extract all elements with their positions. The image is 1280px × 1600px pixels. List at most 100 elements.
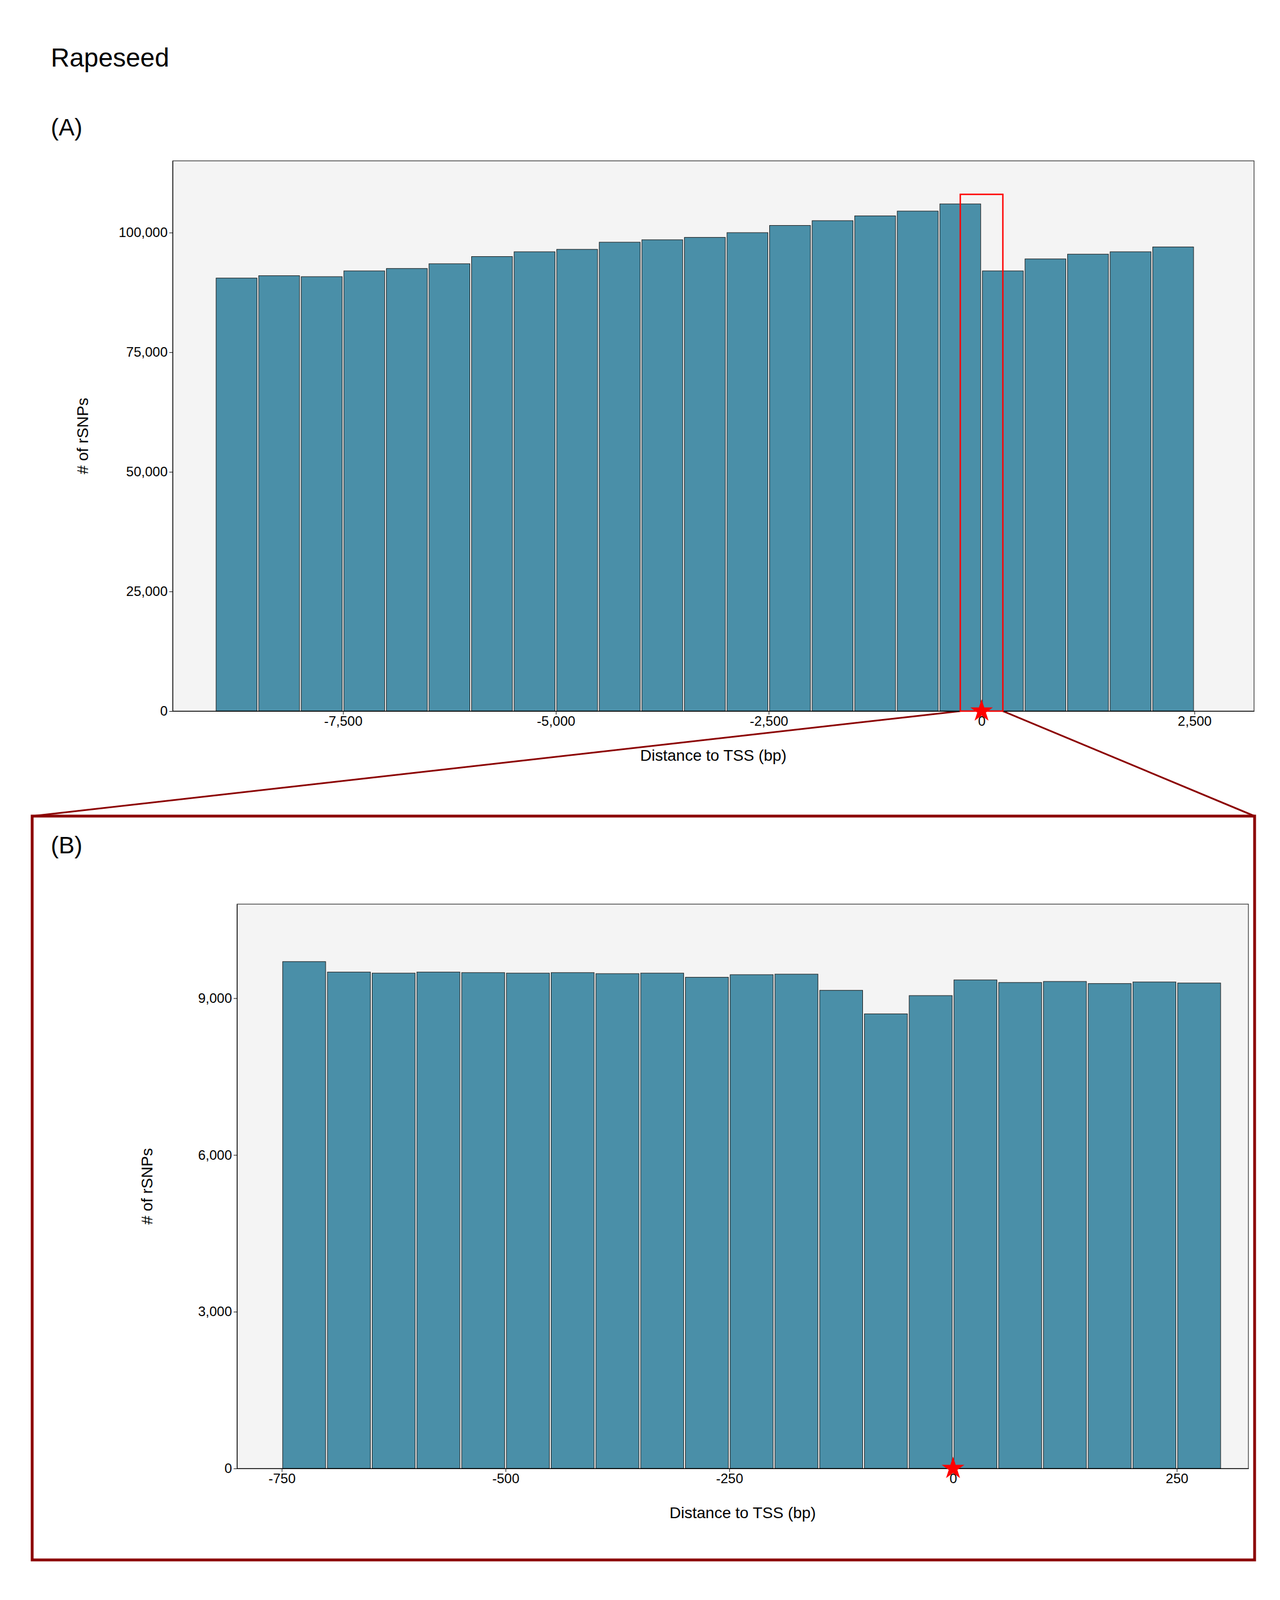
bar <box>953 979 997 1469</box>
tick-label: 25,000 <box>126 583 168 599</box>
bar <box>1132 982 1176 1469</box>
bar <box>371 972 415 1469</box>
tick-label: -5,000 <box>536 713 576 729</box>
bar <box>864 1013 908 1469</box>
bar <box>774 974 818 1469</box>
panel: -750 -500 -250 0 250 0 3,000 6,000 9,000 Distance… <box>138 904 1249 1522</box>
tick: 0 <box>224 1460 238 1476</box>
bar <box>641 239 683 712</box>
bar <box>343 270 385 712</box>
bar <box>769 225 811 712</box>
tick-mark <box>169 471 173 473</box>
axis-line <box>173 711 1255 712</box>
bars <box>282 961 1221 1469</box>
bar <box>327 971 371 1469</box>
bar <box>909 995 953 1469</box>
tick-label: -750 <box>268 1470 296 1486</box>
tick-mark <box>233 1154 238 1156</box>
tick: 3,000 <box>198 1303 238 1319</box>
tick-label: 6,000 <box>198 1147 232 1163</box>
tick-label: -500 <box>492 1470 520 1486</box>
tick-label: 75,000 <box>126 344 168 360</box>
tick-label: 3,000 <box>198 1303 232 1319</box>
tick: 9,000 <box>198 990 238 1006</box>
bar <box>506 972 550 1469</box>
zoom-connectors <box>32 711 1255 817</box>
bar <box>854 216 896 712</box>
figure: Rapeseed (A) -7,500 -5,000 -2,500 0 2,500 0 25,0… <box>0 0 1280 1600</box>
tick-label: 0 <box>224 1460 232 1476</box>
bar <box>1088 983 1132 1469</box>
bar <box>1177 983 1221 1469</box>
bar <box>417 971 460 1469</box>
tick: -5,000 <box>536 711 576 729</box>
bar <box>1152 247 1194 712</box>
zoom-panel-frame <box>32 816 1255 1560</box>
bar <box>514 251 555 712</box>
plot-background <box>172 160 1255 712</box>
plot-frame <box>172 160 1255 712</box>
bar <box>386 268 428 712</box>
x-axis-label: Distance to TSS (bp) <box>640 746 787 765</box>
tick: 50,000 <box>126 463 173 480</box>
x-axis-label: Distance to TSS (bp) <box>669 1504 816 1522</box>
tick-label: 2,500 <box>1177 713 1212 729</box>
bar <box>730 974 774 1469</box>
panel-label: (B) <box>50 831 83 859</box>
tick-label: -250 <box>716 1470 744 1486</box>
tick-label: -7,500 <box>323 713 363 729</box>
bar <box>551 972 595 1469</box>
y-axis-label: # of rSNPs <box>138 1147 156 1225</box>
bar <box>461 972 505 1469</box>
x-axis: -750-500-2500250 <box>237 1468 1249 1486</box>
tick-label: 100,000 <box>118 224 168 240</box>
tick: -500 <box>492 1468 520 1486</box>
bar <box>819 990 863 1469</box>
zoom-connector <box>1002 711 1255 817</box>
tick-label: 250 <box>1165 1470 1189 1486</box>
tick-mark <box>169 591 173 593</box>
tick: 75,000 <box>126 344 173 360</box>
bar <box>1067 253 1109 712</box>
panel-label: (A) <box>50 114 83 141</box>
tick-label: 0 <box>160 703 168 719</box>
tick-mark <box>233 1311 238 1313</box>
bar <box>216 278 257 712</box>
tick: 100,000 <box>118 224 173 240</box>
x-axis: -7,500-5,000-2,50002,500 <box>173 711 1255 729</box>
bar <box>1043 981 1087 1469</box>
bar <box>998 982 1042 1469</box>
tick: -250 <box>716 1468 744 1486</box>
tick-mark <box>233 1468 238 1470</box>
tick-mark <box>169 352 173 353</box>
plot-frame <box>237 904 1249 1469</box>
bar <box>258 275 300 712</box>
tick-mark <box>169 232 173 234</box>
title: Rapeseed <box>50 42 170 73</box>
tick: -2,500 <box>750 711 789 729</box>
zoom-box <box>960 194 1003 712</box>
bar <box>685 977 729 1469</box>
plot-background <box>237 904 1249 1469</box>
tick-label: 9,000 <box>198 990 232 1006</box>
tss-marker <box>970 699 993 721</box>
bar <box>556 249 598 712</box>
bar <box>428 263 470 712</box>
bar <box>897 211 938 712</box>
zoom-connector <box>32 711 961 817</box>
y-axis-label: # of rSNPs <box>73 397 92 475</box>
bar <box>471 256 513 712</box>
tick: 250 <box>1165 1468 1189 1486</box>
tick: -7,500 <box>323 711 363 729</box>
axis-line <box>237 904 238 1470</box>
bar <box>812 220 853 712</box>
tick-label: 50,000 <box>126 463 168 480</box>
bar <box>1024 259 1066 712</box>
tick: 2,500 <box>1177 711 1212 729</box>
axis-line <box>172 161 174 712</box>
y-axis: 0 3,000 6,000 9,000 <box>198 904 238 1477</box>
tick-mark <box>233 998 238 999</box>
bar <box>282 961 326 1469</box>
tss-marker <box>941 1456 965 1479</box>
tick: 25,000 <box>126 583 173 599</box>
